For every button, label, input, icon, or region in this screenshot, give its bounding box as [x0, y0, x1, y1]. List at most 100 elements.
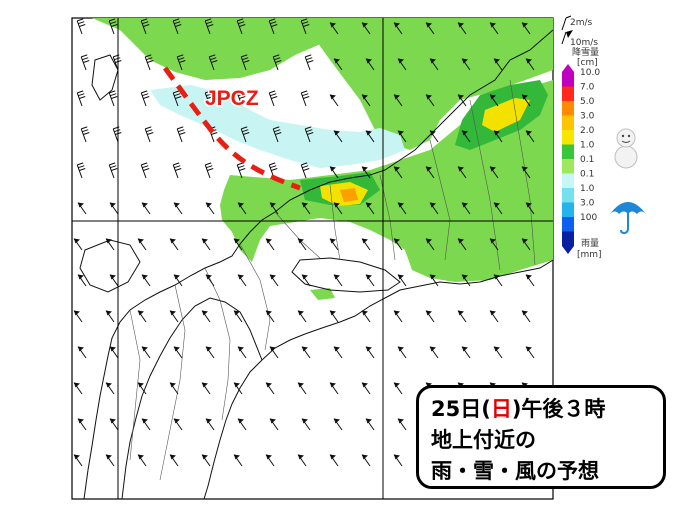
wind-barb	[457, 22, 467, 35]
wind-barb	[205, 418, 215, 431]
legend-swatch	[562, 217, 574, 232]
wind-barb	[333, 418, 343, 431]
wind-barb	[204, 90, 214, 107]
wind-barb	[237, 274, 247, 287]
wind-barb	[201, 238, 211, 251]
wind-barb	[233, 382, 243, 395]
snow-area	[92, 18, 350, 80]
wind-barb	[137, 454, 147, 467]
precip-legend: 降雪量 [cm] 10.0 7.0 5.0 3.0 2.0 1.0 0.1 0.1 1.0 3.0…	[562, 46, 602, 260]
wind-barb	[204, 162, 214, 179]
legend-swatch	[562, 130, 574, 145]
wind-barb	[77, 202, 87, 215]
wind-barb	[109, 418, 119, 431]
snow-area-core	[482, 98, 530, 132]
rain-legend-unit: [mm]	[577, 250, 602, 260]
legend-swatch	[562, 144, 574, 159]
wind-barb	[365, 346, 375, 359]
wind-barb	[80, 126, 90, 143]
wind-barb	[265, 238, 275, 251]
wind-barb	[169, 310, 179, 323]
wind-barb	[301, 202, 311, 215]
wind-barb	[144, 54, 154, 71]
wind-barb	[393, 94, 403, 107]
wind-barb	[329, 22, 339, 35]
wind-barb	[457, 166, 467, 179]
wind-barb	[141, 418, 151, 431]
wind-barb	[140, 18, 150, 35]
wind-barb	[461, 58, 471, 71]
wind-barb	[300, 162, 310, 179]
wind-barb	[521, 310, 531, 323]
legend-tick-label: 3.0	[580, 199, 595, 209]
wind-barb	[393, 166, 403, 179]
legend-tick-label: 0.1	[580, 170, 594, 180]
wind-barb	[365, 418, 375, 431]
wind-barb	[105, 382, 115, 395]
legend-tick-label: 1.0	[580, 184, 595, 194]
wind-barb	[393, 310, 403, 323]
wind-barb	[236, 90, 246, 107]
wind-barb	[112, 54, 122, 71]
wind-barb	[265, 454, 275, 467]
wind-barb	[429, 130, 439, 143]
caption-line-date: 25日(日)午後３時	[431, 394, 651, 425]
wind-barb	[333, 274, 343, 287]
wind-barb	[77, 418, 87, 431]
wind-barb	[265, 382, 275, 395]
snow-legend-title: 降雪量	[572, 46, 599, 58]
wind-barb	[169, 238, 179, 251]
snowman-icon	[614, 128, 638, 169]
legend-swatch	[562, 231, 574, 246]
legend-tick-label: 2.0	[580, 126, 595, 136]
legend-tick-label: 10.0	[580, 68, 600, 78]
wind-barb	[425, 238, 435, 251]
wind-barb	[176, 54, 186, 71]
wind-barb	[525, 58, 535, 71]
wind-barb	[397, 58, 407, 71]
wind-barb	[105, 454, 115, 467]
graticule	[72, 18, 553, 499]
wind-barb	[169, 454, 179, 467]
wind-barb	[397, 274, 407, 287]
wind-barb	[269, 274, 279, 287]
wind-barb	[205, 274, 215, 287]
wind-barb	[425, 94, 435, 107]
legend-top-arrow	[562, 64, 574, 72]
snow-legend-unit: [cm]	[577, 58, 598, 68]
wind-barb	[108, 162, 118, 179]
wind-barb	[521, 166, 531, 179]
wind-barb	[265, 310, 275, 323]
caption-line-2: 地上付近の	[431, 428, 536, 452]
wind-barb	[201, 382, 211, 395]
wind-barb	[333, 130, 343, 143]
wind-barb	[525, 130, 535, 143]
wind-barb	[269, 346, 279, 359]
legend-swatch	[562, 72, 574, 87]
wind-barb	[76, 90, 86, 107]
snow-area-peak	[340, 188, 358, 202]
wind-barb	[233, 454, 243, 467]
wind-barb	[361, 238, 371, 251]
wind-barb	[201, 454, 211, 467]
legend-swatch	[562, 173, 574, 188]
legend-tick-label: 5.0	[580, 97, 595, 107]
wind-barb	[429, 274, 439, 287]
wind-barb	[108, 90, 118, 107]
wind-barb	[73, 454, 83, 467]
legend-tick-label: 3.0	[580, 112, 595, 122]
caption-date: 25日(	[431, 397, 491, 421]
wind-barb	[76, 162, 86, 179]
wind-barb	[297, 310, 307, 323]
legend-tick-label: 7.0	[580, 83, 595, 93]
wind-barb	[205, 202, 215, 215]
wind-barb	[425, 166, 435, 179]
wind-barb	[109, 346, 119, 359]
wind-barb	[204, 18, 214, 35]
wind-barb	[493, 130, 503, 143]
wind-barb	[173, 346, 183, 359]
wind-barb	[397, 346, 407, 359]
snow-area	[300, 18, 553, 150]
legend-swatch	[562, 101, 574, 116]
